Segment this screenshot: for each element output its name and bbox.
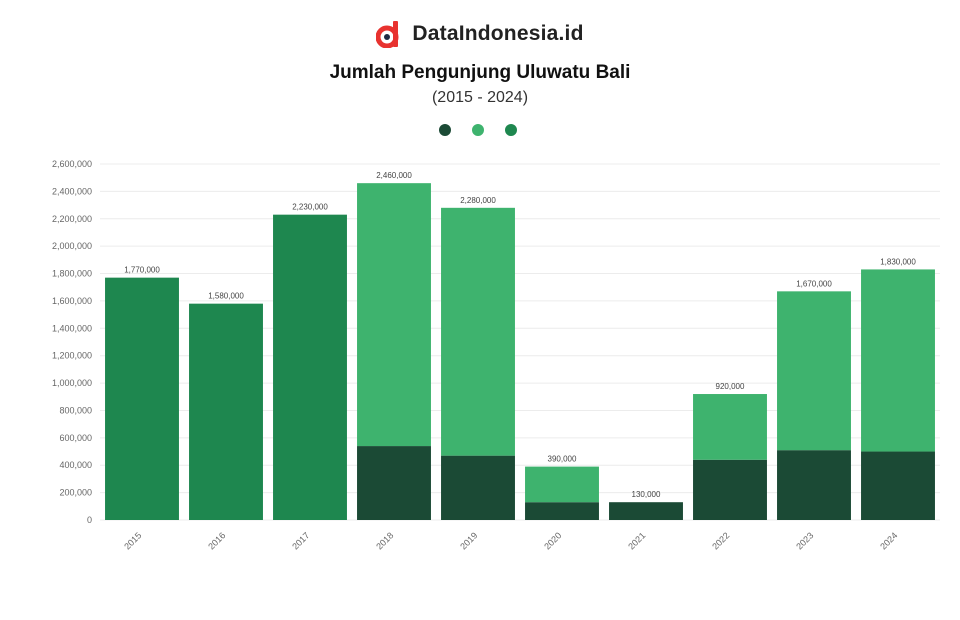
y-tick-label: 1,200,000 — [52, 351, 92, 361]
bar-total-label: 390,000 — [548, 455, 577, 464]
chart-legend — [0, 124, 960, 136]
bar-total-label: 2,280,000 — [460, 196, 496, 205]
x-tick-label: 2020 — [542, 530, 563, 551]
y-tick-label: 600,000 — [59, 433, 92, 443]
bar-segment — [609, 502, 683, 520]
bar-segment — [441, 455, 515, 520]
bar-segment — [441, 207, 515, 456]
bar-total-label: 920,000 — [716, 382, 745, 391]
bar-segment — [861, 269, 935, 452]
y-tick-label: 2,000,000 — [52, 241, 92, 251]
y-tick-label: 0 — [87, 515, 92, 525]
bar-total-label: 1,770,000 — [124, 266, 160, 275]
x-tick-label: 2021 — [626, 530, 647, 551]
bar-segment — [357, 446, 431, 520]
chart-title: Jumlah Pengunjung Uluwatu Bali — [329, 62, 631, 83]
chart-subtitle: (2015 - 2024) — [431, 89, 529, 106]
y-tick-label: 200,000 — [59, 488, 92, 498]
brand-header: DataIndonesia.id — [0, 20, 960, 48]
x-tick-label: 2024 — [878, 530, 899, 551]
bar-total-label: 1,670,000 — [796, 279, 832, 288]
bar-segment — [777, 291, 851, 451]
bar-total-label: 130,000 — [632, 490, 661, 499]
legend-item[interactable] — [438, 124, 456, 136]
legend-swatch — [504, 124, 517, 136]
bar-segment — [693, 459, 767, 520]
bar-chart: 0 200,000 400,000 600,000 800,000 1,000,000 1,… — [52, 159, 940, 552]
y-tick-label: 2,600,000 — [52, 159, 92, 169]
x-tick-label: 2019 — [458, 530, 479, 551]
bar-segment — [105, 277, 179, 520]
legend-swatch — [438, 124, 451, 136]
bar-segment — [357, 183, 431, 447]
bar-total-label: 2,230,000 — [292, 203, 328, 212]
x-tick-label: 2015 — [122, 530, 143, 551]
y-tick-label: 400,000 — [59, 460, 92, 470]
y-tick-label: 1,800,000 — [52, 269, 92, 279]
x-tick-label: 2016 — [206, 530, 227, 551]
bar-segment — [861, 451, 935, 520]
x-tick-label: 2018 — [374, 530, 395, 551]
bar-segment — [525, 466, 599, 503]
dataindonesia-logo-icon — [376, 21, 399, 48]
bar-segment — [525, 502, 599, 520]
bar-segment — [693, 394, 767, 460]
legend-item[interactable] — [471, 124, 489, 136]
x-tick-label: 2017 — [290, 530, 311, 551]
x-tick-label: 2023 — [794, 530, 815, 551]
legend-item[interactable] — [504, 124, 522, 136]
y-tick-label: 1,000,000 — [52, 378, 92, 388]
bar-segment — [189, 303, 263, 520]
brand-name: DataIndonesia.id — [412, 22, 584, 45]
bar-segment — [273, 214, 347, 520]
y-tick-label: 2,200,000 — [52, 214, 92, 224]
y-tick-label: 800,000 — [59, 405, 92, 415]
bar-segment — [777, 450, 851, 520]
bar-total-label: 1,830,000 — [880, 257, 916, 266]
y-tick-label: 1,600,000 — [52, 296, 92, 306]
bar-total-label: 2,460,000 — [376, 171, 412, 180]
y-tick-label: 2,400,000 — [52, 186, 92, 196]
bar-total-label: 1,580,000 — [208, 292, 244, 301]
x-tick-label: 2022 — [710, 530, 731, 551]
legend-swatch — [471, 124, 484, 136]
y-tick-label: 1,400,000 — [52, 323, 92, 333]
